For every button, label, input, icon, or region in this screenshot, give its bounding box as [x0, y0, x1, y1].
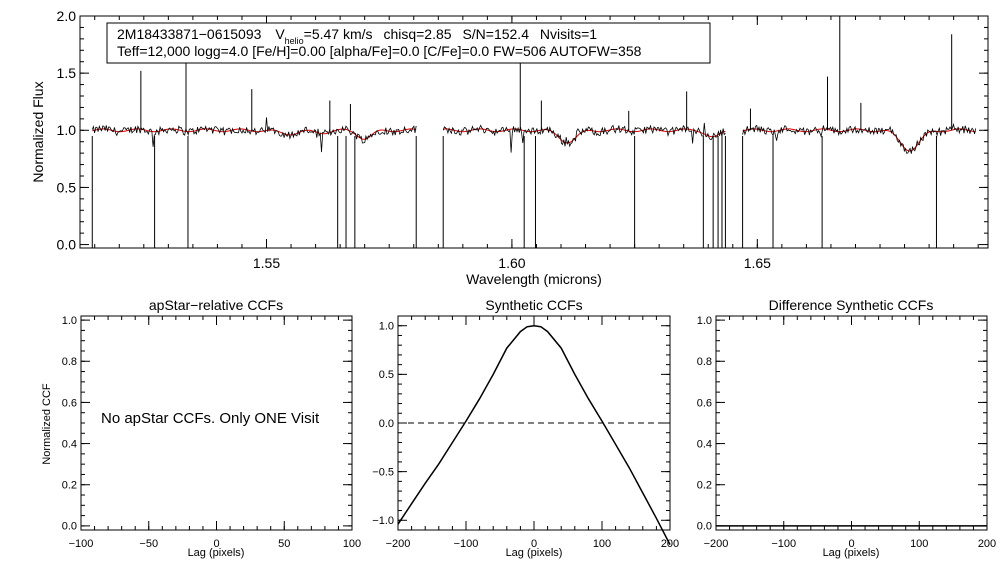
spectrum-ylabel: Normalized Flux	[30, 81, 46, 182]
x-tick-label: 100	[593, 538, 611, 550]
y-tick-label: −0.5	[372, 466, 394, 478]
x-tick-label: 50	[278, 538, 290, 550]
y-tick-label: 0.6	[697, 397, 712, 409]
x-tick-label: 1.60	[498, 255, 525, 271]
y-tick-label: 0.0	[697, 521, 712, 533]
vhelio-value: =5.47 km/s	[304, 26, 373, 42]
y-tick-label: 1.0	[697, 315, 712, 327]
y-tick-label: 1.0	[379, 321, 394, 333]
x-tick-label: 0	[213, 538, 219, 550]
y-tick-label: 0.2	[62, 480, 77, 492]
x-tick-label: 0	[848, 538, 854, 550]
apstar-ccf-message: No apStar CCFs. Only ONE Visit	[101, 410, 320, 427]
apstar-ccf-xlabel: Lag (pixels)	[188, 547, 245, 559]
x-tick-label: −200	[386, 538, 411, 550]
info-box: 2M18433871−0615093 Vhelio=5.47 km/s chis…	[106, 22, 711, 64]
synthetic-ccf-axes: −200 −100 0 100 200 −1.0 −0.5 0.0 0.5 1.0	[372, 315, 679, 550]
observed-spectrum	[91, 16, 977, 248]
info-box-frame	[106, 22, 711, 64]
x-tick-label: −200	[704, 538, 729, 550]
info-line-1: 2M18433871−0615093 Vhelio=5.47 km/s chis…	[117, 26, 597, 46]
x-tick-label: −100	[454, 538, 479, 550]
y-tick-label: 1.5	[57, 65, 77, 81]
observed-spectrum-chip-1	[91, 117, 417, 153]
y-tick-label: 0.4	[62, 438, 77, 450]
spectrum-frame	[79, 15, 989, 249]
apstar-ccf-axes: −100 −50 0 50 100 0.0 0.2 0.4 0.6 0.8 1.0	[62, 315, 361, 550]
model-spectrum-chip-1	[92, 128, 417, 140]
observed-spectrum-chip-3	[742, 122, 977, 154]
x-tick-label: 200	[661, 538, 679, 550]
y-tick-label: 0.6	[62, 397, 77, 409]
x-tick-label: 1.65	[744, 255, 771, 271]
difference-ccf-panel: Difference Synthetic CCFs −200 −100 0 100 20…	[697, 297, 996, 559]
observed-spectrum-chip-2	[442, 122, 726, 153]
synthetic-ccf-plot	[397, 324, 671, 545]
vhelio-subscript: helio	[285, 36, 304, 46]
y-tick-label: 0.2	[697, 480, 712, 492]
synthetic-ccf-xlabel: Lag (pixels)	[506, 547, 563, 559]
spectrum-xlabel: Wavelength (microns)	[466, 271, 602, 287]
x-tick-label: 100	[910, 538, 928, 550]
x-tick-label: −100	[771, 538, 796, 550]
difference-ccf-frame	[715, 315, 988, 531]
spectrum-panel: 1.55 1.60 1.65 0.0 0.5 1.0 1.5 2.0 Wavelength (…	[30, 8, 989, 287]
y-tick-label: 0.8	[697, 356, 712, 368]
x-tick-label: −100	[69, 538, 94, 550]
nvisits-value: Nvisits=1	[540, 26, 597, 42]
ccf-ylabel: Normalized CCF	[41, 383, 53, 465]
y-tick-label: 0.8	[62, 356, 77, 368]
star-id: 2M18433871−0615093	[117, 26, 262, 42]
difference-ccf-title: Difference Synthetic CCFs	[769, 297, 934, 313]
y-tick-label: 0.4	[697, 438, 712, 450]
y-tick-label: 0.0	[57, 236, 77, 252]
y-tick-label: 1.0	[62, 315, 77, 327]
apstar-ccf-title: apStar−relative CCFs	[149, 297, 283, 313]
synthetic-ccf-panel: Synthetic CCFs −200 −100 0 100 200 −1.0 −0.5 0.…	[372, 297, 679, 559]
difference-ccf-xlabel: Lag (pixels)	[823, 547, 880, 559]
y-tick-label: 2.0	[57, 8, 77, 24]
apstar-ccf-panel: apStar−relative CCFs −100 −50 0 50 100 0.0 0.2…	[41, 297, 361, 559]
y-tick-label: 0.5	[57, 179, 77, 195]
x-tick-label: 0	[531, 538, 537, 550]
snr-value: S/N=152.4	[462, 26, 529, 42]
chisq-value: chisq=2.85	[383, 26, 451, 42]
x-tick-label: 100	[343, 538, 361, 550]
y-tick-label: 0.0	[379, 418, 394, 430]
synthetic-ccf-title: Synthetic CCFs	[485, 297, 582, 313]
x-tick-label: 200	[978, 538, 996, 550]
synthetic-ccf-curve	[397, 324, 671, 545]
vhelio-symbol: V	[275, 26, 285, 42]
info-line-2: Teff=12,000 logg=4.0 [Fe/H]=0.00 [alpha/…	[117, 43, 642, 59]
y-tick-label: 1.0	[57, 122, 77, 138]
y-tick-label: −1.0	[372, 515, 394, 527]
x-tick-label: 1.55	[253, 255, 280, 271]
difference-ccf-axes: −200 −100 0 100 200 0.0 0.2 0.4 0.6 0.8 1.0	[697, 315, 996, 550]
spectrum-axes: 1.55 1.60 1.65 0.0 0.5 1.0 1.5 2.0	[57, 8, 988, 271]
y-tick-label: 0.0	[62, 521, 77, 533]
y-tick-label: 0.5	[379, 369, 394, 381]
x-tick-label: −50	[139, 538, 158, 550]
